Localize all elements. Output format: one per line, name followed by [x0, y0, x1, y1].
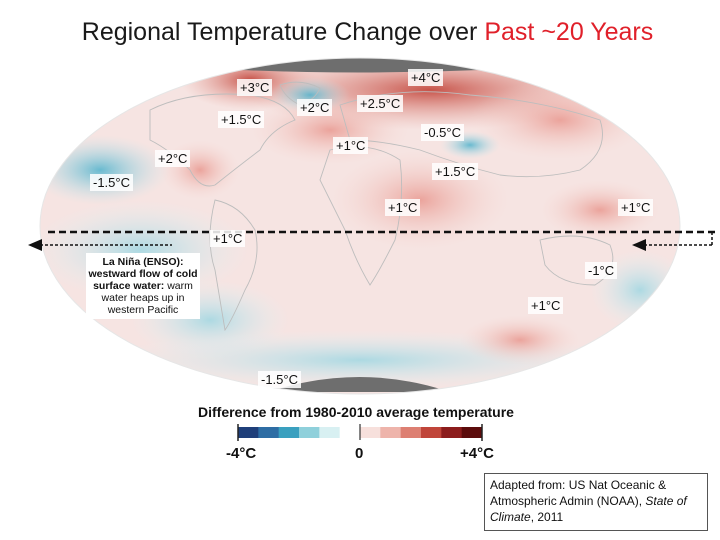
label-e-pacific-eq: +1°C [210, 230, 246, 247]
enso-note: La Niña (ENSO): westward flow of cold su… [86, 253, 200, 319]
colorbar-swatch [258, 427, 280, 438]
colorbar-swatch [380, 427, 402, 438]
colorbar-swatch [299, 427, 320, 438]
enso-note-bold: La Niña (ENSO): westward flow of cold su… [88, 256, 198, 292]
label-n-america-north: +3°C [237, 79, 273, 96]
title-highlight: Past ~20 Years [484, 18, 654, 46]
colorbar-swatch [278, 427, 300, 438]
credit-line2: , 2011 [530, 510, 564, 524]
continent-outlines [149, 81, 614, 332]
colorbar-max-label: +4°C [460, 445, 494, 462]
colorbar-swatch [319, 427, 341, 438]
colorbar-swatch [360, 427, 381, 438]
east-arrow-head [632, 239, 646, 251]
label-china: +1.5°C [432, 163, 479, 180]
label-southern-ocean: -1.5°C [258, 371, 301, 388]
colorbar-swatch [400, 427, 422, 438]
label-arctic-east: +4°C [408, 69, 444, 86]
label-n-atlantic: +2°C [297, 99, 333, 116]
label-russia: -0.5°C [421, 124, 464, 141]
colorbar-swatch [421, 427, 442, 438]
label-europe: +2.5°C [357, 95, 404, 112]
label-n-america-mid: +1.5°C [218, 111, 265, 128]
label-mediterranean: +1°C [333, 137, 369, 154]
antarctic-no-data [268, 377, 450, 392]
enso-note-text: warm water heaps up in western Pacific [101, 280, 193, 316]
label-ne-pacific: -1.5°C [90, 174, 133, 191]
colorbar-swatch [339, 427, 361, 438]
title-main: Regional Temperature Change over [81, 18, 485, 46]
colorbar-swatch [238, 427, 259, 438]
credit-italic: State of Climate [490, 494, 687, 524]
west-arrow-head [28, 239, 42, 251]
colorbar-title: Difference from 1980-2010 average temper… [198, 404, 514, 420]
colorbar-min-label: -4°C [226, 445, 257, 462]
source-credit: Adapted from: US Nat Oceanic & Atmospher… [484, 473, 708, 531]
colorbar-mid-label: 0 [355, 445, 364, 462]
credit-line1: Adapted from: US Nat Oceanic & Atmospher… [490, 478, 667, 508]
colorbar-swatch [461, 427, 483, 438]
map-globe [40, 58, 680, 394]
label-w-pacific: +1°C [618, 199, 654, 216]
page-title: Regional Temperature Change over Past ~2… [0, 18, 720, 47]
label-australia-east: -1°C [585, 262, 618, 279]
label-africa: +1°C [385, 199, 421, 216]
equator-flow-arrows [28, 230, 715, 251]
arctic-no-data [240, 58, 480, 73]
label-australia-south: +1°C [528, 297, 564, 314]
colorbar-swatch [441, 427, 463, 438]
colorbar [237, 424, 483, 441]
label-us-south: +2°C [155, 150, 191, 167]
